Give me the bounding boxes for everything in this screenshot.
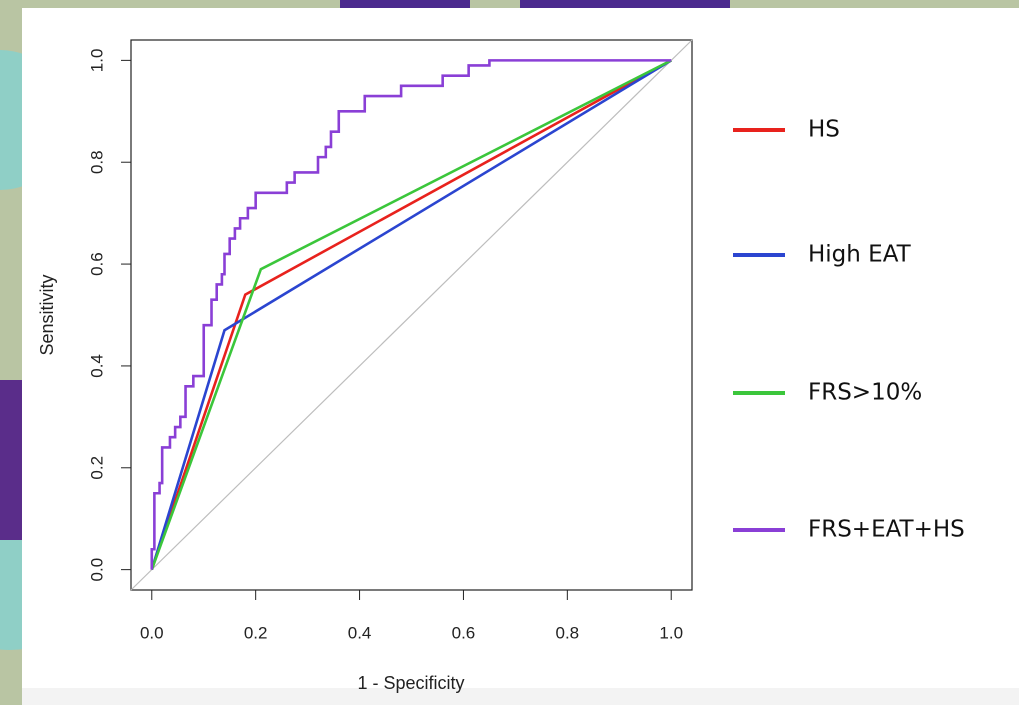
roc-curve [150,59,672,571]
x-tick-label: 1.0 [659,623,683,642]
x-axis-label: 1 - Specificity [357,673,464,693]
legend-label: FRS+EAT+HS [808,517,965,543]
plot-frame [130,39,693,591]
roc-curve [150,59,672,570]
legend-label: HS [808,117,840,143]
x-tick-label: 0.6 [452,623,476,642]
x-tick-label: 0.0 [140,623,164,642]
x-tick-label: 0.4 [348,623,372,642]
reference-diagonal [130,39,693,591]
legend-label: FRS>10% [808,380,922,406]
y-tick-label: 0.6 [87,252,106,276]
legend-label: High EAT [808,242,912,268]
y-tick-label: 0.4 [87,354,106,378]
y-tick-label: 0.8 [87,150,106,174]
y-tick-label: 0.2 [87,456,106,480]
y-tick-label: 0.0 [87,558,106,582]
y-axis-label: Sensitivity [37,274,57,355]
roc-curve [150,59,672,571]
y-tick-label: 1.0 [87,49,106,73]
x-tick-label: 0.8 [556,623,580,642]
roc-curve [150,59,672,571]
x-tick-label: 0.2 [244,623,268,642]
